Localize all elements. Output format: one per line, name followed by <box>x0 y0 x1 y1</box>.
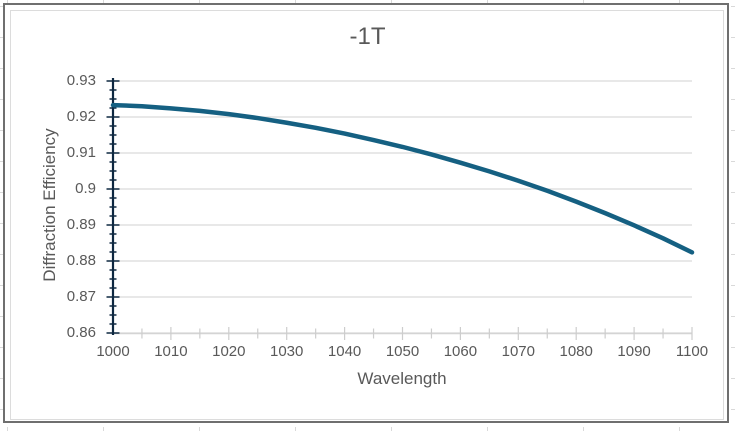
y-tick-label: 0.92 <box>66 108 96 125</box>
cell-gridline-stub <box>199 0 200 4</box>
y-tick-label: 0.91 <box>66 144 96 161</box>
cell-gridline-stub <box>7 427 8 431</box>
cell-gridline-stub <box>731 161 735 162</box>
cell-gridline-stub <box>679 427 680 431</box>
cell-gridline-stub <box>0 316 4 317</box>
x-tick-label: 1080 <box>559 343 593 360</box>
cell-gridline-stub <box>731 37 735 38</box>
cell-gridline-stub <box>731 378 735 379</box>
cell-gridline-stub <box>583 0 584 4</box>
cell-gridline-stub <box>731 316 735 317</box>
y-tick-label: 0.93 <box>66 72 96 89</box>
y-tick-label: 0.89 <box>66 216 96 233</box>
x-tick-label: 1020 <box>212 343 246 360</box>
x-tick-label: 1050 <box>385 343 420 360</box>
x-axis-title[interactable]: Wavelength <box>357 369 447 388</box>
y-tick-label: 0.88 <box>66 252 96 269</box>
chart-area-border <box>10 10 724 420</box>
x-tick-label: 1030 <box>270 343 304 360</box>
cell-gridline-stub <box>731 130 735 131</box>
cell-gridline-stub <box>295 0 296 4</box>
series-line[interactable] <box>110 102 695 255</box>
cell-gridline-stub <box>0 409 4 410</box>
cell-gridline-stub <box>731 409 735 410</box>
x-tick-label: 1060 <box>443 343 478 360</box>
cell-gridline-stub <box>0 192 4 193</box>
x-tick-label: 1070 <box>501 343 535 360</box>
cell-gridline-stub <box>0 130 4 131</box>
cell-gridline-stub <box>731 6 735 7</box>
cell-gridline-stub <box>679 0 680 4</box>
cell-gridline-stub <box>391 0 392 4</box>
y-tick-label: 0.9 <box>75 180 96 197</box>
chart-title[interactable]: -1T <box>349 23 386 50</box>
cell-gridline-stub <box>0 161 4 162</box>
cell-gridline-stub <box>487 427 488 431</box>
cell-gridline-stub <box>391 427 392 431</box>
cell-gridline-stub <box>0 347 4 348</box>
x-tick-label: 1100 <box>675 343 709 360</box>
cell-gridline-stub <box>295 427 296 431</box>
cell-gridline-stub <box>199 427 200 431</box>
x-tick-label: 1000 <box>96 343 130 360</box>
cell-gridline-stub <box>731 254 735 255</box>
cell-gridline-stub <box>0 254 4 255</box>
cell-gridline-stub <box>7 0 8 4</box>
y-tick-label: 0.86 <box>66 324 96 341</box>
cell-gridline-stub <box>0 378 4 379</box>
x-tick-label: 1090 <box>617 343 651 360</box>
cell-gridline-stub <box>0 37 4 38</box>
cell-gridline-stub <box>103 427 104 431</box>
cell-gridline-stub <box>731 192 735 193</box>
cell-gridline-stub <box>103 0 104 4</box>
cell-gridline-stub <box>731 285 735 286</box>
cell-gridline-stub <box>0 6 4 7</box>
cell-gridline-stub <box>0 285 4 286</box>
cell-gridline-stub <box>0 99 4 100</box>
cell-gridline-stub <box>583 427 584 431</box>
cell-gridline-stub <box>731 68 735 69</box>
cell-gridline-stub <box>487 0 488 4</box>
cell-gridline-stub <box>731 347 735 348</box>
cell-gridline-stub <box>0 68 4 69</box>
x-tick-label: 1040 <box>327 343 362 360</box>
cell-gridline-stub <box>731 223 735 224</box>
cell-gridline-stub <box>0 223 4 224</box>
cell-gridline-stub <box>731 99 735 100</box>
y-tick-label: 0.87 <box>66 288 96 305</box>
x-tick-label: 1010 <box>154 343 188 360</box>
